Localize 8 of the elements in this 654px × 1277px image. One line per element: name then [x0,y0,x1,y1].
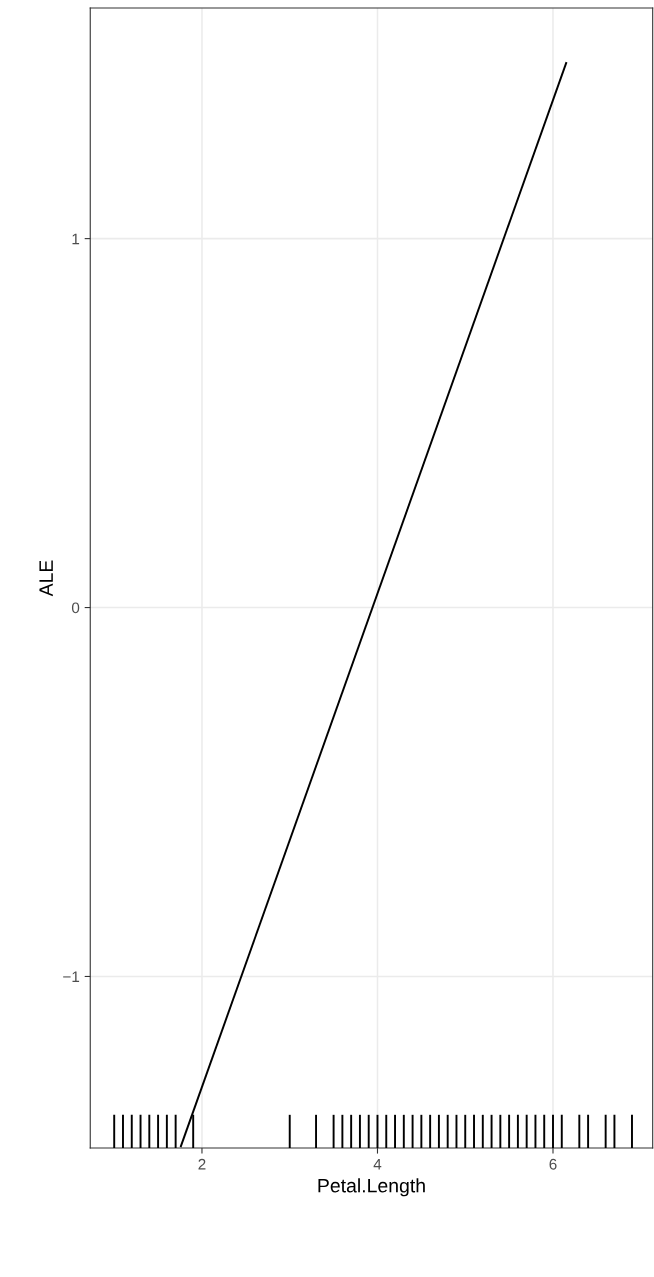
y-tick-label: 0 [71,602,80,614]
x-tick-label: 2 [198,1158,206,1170]
y-tick-label: −1 [63,971,80,983]
y-axis-title: ALE [39,560,53,597]
y-tick-label: 1 [72,233,80,245]
x-tick-label: 4 [373,1159,382,1170]
x-tick-label: 6 [549,1158,557,1170]
x-axis-title: Petal.Length [318,1178,425,1197]
